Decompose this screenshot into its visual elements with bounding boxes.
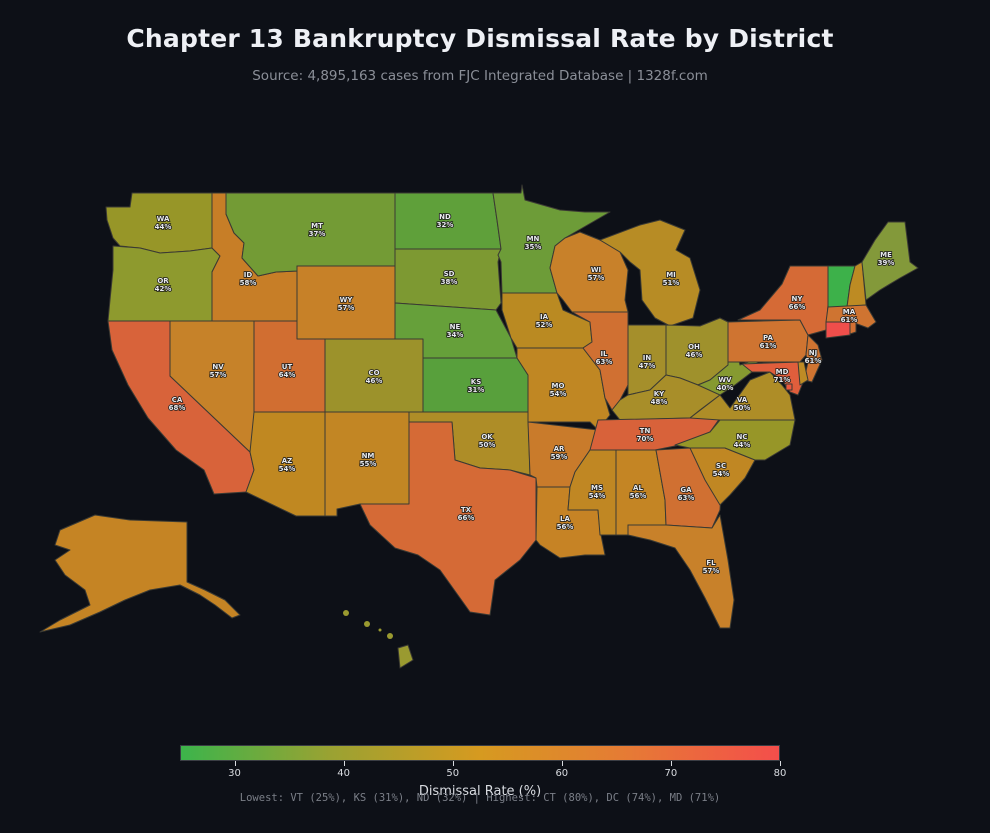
chart-title: Chapter 13 Bankruptcy Dismissal Rate by … — [126, 24, 834, 53]
state-hi-island — [364, 621, 370, 627]
state-de — [797, 361, 809, 386]
state-label-wv: WV 40% — [717, 376, 734, 392]
state-label-mi: MI 51% — [663, 271, 680, 287]
colorbar-label: Dismissal Rate (%) — [418, 784, 542, 799]
state-label-nc: NC 44% — [734, 433, 751, 449]
state-label-va: VA 50% — [734, 396, 751, 412]
state-label-la: LA 56% — [557, 515, 574, 531]
state-me — [861, 221, 919, 301]
state-label-al: AL 56% — [630, 484, 647, 500]
colorbar-tick — [561, 761, 563, 766]
state-label-ky: KY 48% — [651, 390, 668, 406]
colorbar-tick-label: 70 — [664, 768, 678, 779]
state-label-mo: MO 54% — [550, 382, 567, 398]
colorbar-tick-label: 80 — [773, 768, 787, 779]
state-label-ca: CA 68% — [169, 396, 186, 412]
state-ct — [825, 321, 851, 339]
state-label-me: ME 39% — [878, 251, 895, 267]
state-hi-island — [378, 628, 382, 632]
state-label-ga: GA 63% — [678, 486, 695, 502]
state-dc — [785, 383, 793, 391]
state-label-md: MD 71% — [774, 368, 791, 384]
state-label-tx: TX 66% — [458, 506, 475, 522]
state-label-wi: WI 57% — [588, 266, 605, 282]
colorbar-tick-label: 30 — [228, 768, 241, 779]
state-mi — [599, 219, 701, 327]
state-tx — [359, 421, 537, 616]
colorbar — [180, 745, 780, 761]
state-label-oh: OH 46% — [686, 343, 703, 359]
state-label-ny: NY 66% — [789, 295, 806, 311]
state-label-nv: NV 57% — [210, 363, 227, 379]
state-label-nm: NM 55% — [360, 452, 377, 468]
state-hi-island — [387, 633, 393, 639]
state-nc — [674, 419, 796, 461]
state-hi — [397, 644, 414, 669]
state-label-ks: KS 31% — [468, 378, 485, 394]
state-label-fl: FL 57% — [703, 559, 720, 575]
state-va — [689, 371, 796, 421]
state-label-pa: PA 61% — [760, 334, 777, 350]
state-label-sc: SC 54% — [713, 462, 730, 478]
state-label-in: IN 47% — [639, 354, 656, 370]
colorbar-tick — [780, 761, 781, 766]
state-label-az: AZ 54% — [279, 457, 296, 473]
state-label-ne: NE 34% — [447, 323, 464, 339]
state-label-co: CO 46% — [366, 369, 383, 385]
state-label-nd: ND 32% — [437, 213, 454, 229]
colorbar-tick-label: 50 — [446, 768, 460, 779]
state-label-wy: WY 57% — [338, 296, 355, 312]
state-label-ar: AR 59% — [551, 445, 568, 461]
state-label-nj: NJ 61% — [805, 349, 822, 365]
state-fl — [627, 514, 735, 629]
state-wi — [549, 231, 629, 313]
colorbar-tick — [343, 761, 345, 766]
states-layer — [39, 184, 919, 669]
chart-subtitle: Source: 4,895,163 cases from FJC Integra… — [252, 68, 708, 84]
state-nj — [803, 334, 823, 383]
summary-footer: Lowest: VT (25%), KS (31%), ND (32%) | H… — [239, 792, 721, 804]
state-ak — [39, 514, 241, 633]
state-label-sd: SD 38% — [441, 270, 458, 286]
state-label-ut: UT 64% — [279, 363, 296, 379]
labels-layer: WA 44% OR 42% CA 68% ID 58% MT 37% WY 57% NV 57% UT 64%… — [154, 212, 895, 576]
colorbar-tick-label: 40 — [337, 768, 350, 779]
state-label-or: OR 42% — [155, 277, 172, 293]
state-label-ms: MS 54% — [589, 484, 606, 500]
colorbar-tick — [234, 761, 236, 766]
state-label-ia: IA 52% — [536, 313, 553, 329]
colorbar-tick — [670, 761, 672, 766]
state-label-ok: OK 50% — [479, 433, 496, 449]
state-hi-island — [343, 610, 349, 616]
state-wv — [697, 339, 761, 396]
colorbar-tick — [452, 761, 454, 766]
state-label-il: IL 63% — [596, 350, 613, 366]
state-label-tn: TN 70% — [637, 427, 654, 443]
state-label-ma: MA 61% — [841, 308, 858, 324]
colorbar-gradient — [181, 746, 779, 760]
colorbar-tick-label: 60 — [555, 768, 569, 779]
state-ri — [849, 321, 857, 335]
state-label-wa: WA 44% — [155, 215, 172, 231]
state-label-mt: MT 37% — [309, 222, 326, 238]
state-label-mn: MN 35% — [525, 235, 542, 251]
state-label-id: ID 58% — [240, 271, 257, 287]
